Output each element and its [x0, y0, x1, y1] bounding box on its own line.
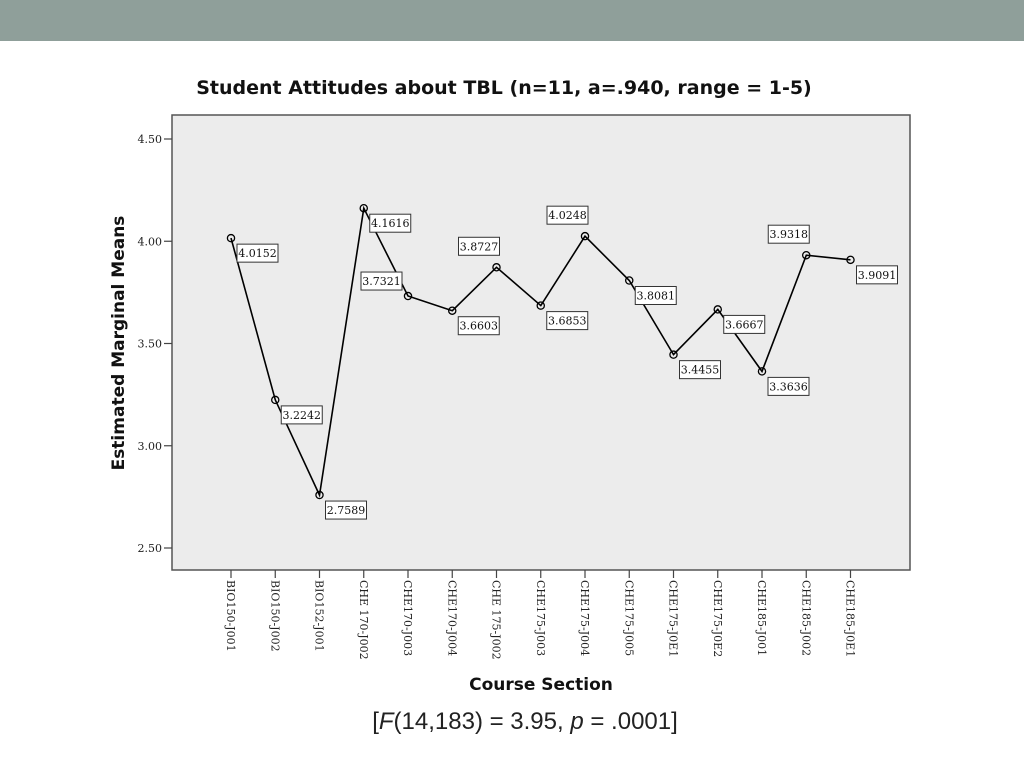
x-tick-label: CHE 170-J002 — [357, 580, 370, 660]
slide-header-bar — [0, 0, 1024, 41]
caption-p-value: = .0001] — [583, 708, 678, 735]
data-label: 3.8727 — [458, 236, 500, 256]
svg-text:3.6853: 3.6853 — [548, 315, 587, 328]
svg-text:3.8081: 3.8081 — [637, 289, 676, 302]
y-tick-label: 3.00 — [138, 440, 163, 453]
data-point — [669, 350, 678, 359]
data-point — [802, 250, 811, 260]
x-tick-label: CHE185-J002 — [799, 580, 812, 656]
data-point — [846, 255, 855, 265]
data-label: 3.7321 — [360, 271, 403, 291]
data-label: 3.6853 — [546, 311, 589, 331]
data-points — [226, 203, 855, 500]
svg-text:3.2242: 3.2242 — [283, 409, 322, 422]
svg-text:4.0248: 4.0248 — [548, 209, 587, 222]
data-label: 4.1616 — [369, 213, 412, 233]
x-tick-label: CHE185-J001 — [755, 580, 768, 656]
x-tick-label: CHE175-J0E2 — [711, 580, 724, 657]
y-axis-title: Estimated Marginal Means — [109, 216, 129, 471]
data-point — [403, 291, 413, 301]
data-point — [492, 263, 501, 272]
data-label: 3.6603 — [457, 316, 500, 336]
x-tick-label: BIO152-J001 — [313, 580, 326, 652]
chart-title: Student Attitudes about TBL (n=11, a=.94… — [196, 77, 812, 99]
x-tick-label: CHE175-J004 — [578, 580, 591, 656]
data-label: 3.3636 — [767, 376, 810, 396]
x-tick-label: CHE175-J005 — [622, 580, 635, 656]
y-tick-label: 4.50 — [138, 133, 163, 146]
line-chart: Student Attitudes about TBL (n=11, a=.94… — [109, 77, 911, 695]
y-tick-label: 4.00 — [138, 235, 163, 248]
data-label: 3.8081 — [634, 285, 677, 305]
svg-text:3.9091: 3.9091 — [858, 269, 897, 282]
data-label: 3.2242 — [280, 405, 323, 425]
data-label: 4.0248 — [546, 205, 589, 225]
svg-text:2.7589: 2.7589 — [327, 504, 366, 517]
svg-text:3.7321: 3.7321 — [362, 275, 401, 288]
data-label: 3.9318 — [767, 224, 810, 244]
data-point — [270, 395, 280, 405]
svg-text:3.9318: 3.9318 — [770, 228, 809, 241]
plot-area — [171, 114, 911, 571]
x-tick-label: CHE175-J003 — [534, 580, 547, 656]
caption-p-symbol: p — [570, 708, 584, 735]
data-point — [625, 276, 634, 285]
data-label: 4.0152 — [236, 243, 279, 263]
svg-text:3.4455: 3.4455 — [681, 364, 720, 377]
caption-f-stat: (14,183) = 3.95, — [393, 708, 571, 735]
data-point — [713, 305, 723, 314]
statistics-caption: [F(14,183) = 3.95, p = .0001] — [0, 708, 1024, 736]
x-axis: BIO150-J001 BIO150-J002 BIO152-J001 CHE 170… — [224, 570, 857, 660]
svg-text:3.6603: 3.6603 — [460, 320, 499, 333]
x-tick-label: CHE170-J004 — [445, 580, 458, 656]
y-tick-label: 3.50 — [138, 338, 163, 351]
svg-text:3.6667: 3.6667 — [725, 318, 764, 331]
x-axis-title: Course Section — [469, 675, 613, 695]
x-tick-label: BIO150-J002 — [268, 580, 281, 652]
caption-open: [ — [372, 708, 379, 735]
data-point — [226, 233, 236, 243]
data-point — [315, 490, 324, 500]
data-label: 3.6667 — [723, 314, 766, 334]
svg-text:4.1616: 4.1616 — [371, 217, 410, 230]
x-tick-label: CHE175-J0E1 — [667, 580, 680, 657]
series-line — [230, 205, 851, 498]
y-axis: 2.50 3.00 3.50 4.00 4.50 — [138, 133, 172, 555]
data-labels: 4.0152 3.2242 2.7589 4.1616 3.7321 3.6603 3.87… — [236, 205, 898, 520]
data-point — [536, 301, 546, 310]
data-label: 2.7589 — [325, 500, 367, 520]
caption-f-symbol: F — [378, 708, 394, 735]
data-point — [757, 367, 767, 376]
data-label: 3.4455 — [679, 360, 721, 380]
data-point — [359, 203, 368, 213]
data-point — [580, 231, 590, 241]
svg-text:4.0152: 4.0152 — [238, 247, 277, 260]
y-tick-label: 2.50 — [138, 542, 163, 555]
svg-text:3.8727: 3.8727 — [460, 240, 499, 253]
data-label: 3.9091 — [856, 265, 898, 285]
x-tick-label: CHE170-J003 — [401, 580, 414, 656]
x-tick-label: BIO150-J001 — [224, 580, 237, 652]
x-tick-label: CHE185-J0E1 — [844, 580, 857, 657]
data-point — [447, 306, 457, 315]
x-tick-label: CHE 175-J002 — [490, 580, 503, 660]
svg-text:3.3636: 3.3636 — [769, 380, 808, 393]
